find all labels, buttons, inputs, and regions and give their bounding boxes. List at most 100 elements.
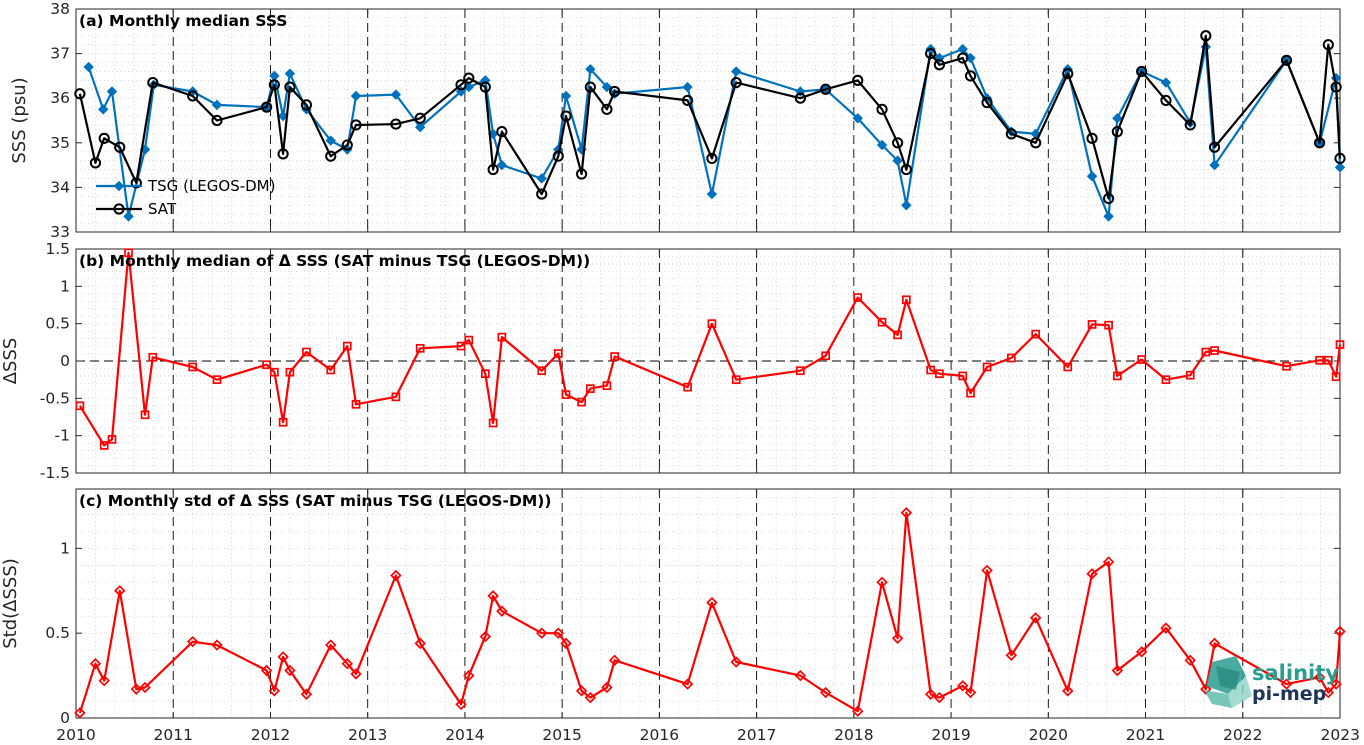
data-point bbox=[900, 507, 913, 519]
data-point bbox=[892, 155, 903, 166]
x-tick-label: 2011 bbox=[154, 726, 193, 744]
data-point bbox=[326, 365, 336, 375]
y-tick-label: 0.5 bbox=[45, 624, 70, 642]
data-point bbox=[480, 369, 490, 379]
data-point bbox=[820, 83, 832, 95]
data-point bbox=[350, 668, 362, 680]
data-point bbox=[576, 168, 588, 180]
data-point bbox=[610, 352, 620, 361]
data-point bbox=[130, 177, 142, 189]
data-point bbox=[74, 707, 86, 719]
data-point bbox=[1334, 162, 1346, 173]
data-point bbox=[325, 150, 337, 162]
data-point bbox=[1086, 132, 1098, 144]
data-point bbox=[876, 576, 888, 588]
data-point bbox=[114, 585, 126, 597]
data-point bbox=[602, 381, 612, 390]
data-point bbox=[601, 681, 613, 694]
data-point bbox=[284, 68, 296, 79]
data-point bbox=[414, 112, 426, 124]
data-point bbox=[130, 683, 142, 695]
logo-mark-facet bbox=[1228, 676, 1252, 708]
data-point bbox=[1137, 355, 1146, 364]
data-point bbox=[706, 596, 718, 609]
data-point bbox=[893, 330, 902, 340]
data-point bbox=[496, 126, 508, 138]
x-tick-label: 2023 bbox=[1321, 726, 1360, 744]
data-point bbox=[262, 360, 271, 370]
data-point bbox=[124, 248, 133, 258]
data-point bbox=[488, 418, 498, 428]
data-point bbox=[876, 139, 888, 151]
data-point bbox=[341, 139, 353, 151]
data-point bbox=[456, 341, 466, 351]
data-point bbox=[496, 159, 508, 171]
data-point bbox=[98, 132, 110, 144]
data-point bbox=[957, 680, 969, 692]
data-point bbox=[1313, 137, 1326, 149]
data-point bbox=[1209, 159, 1220, 171]
legend-label: SAT bbox=[148, 200, 177, 218]
data-point bbox=[1111, 664, 1124, 677]
data-point bbox=[601, 81, 613, 93]
x-tick-label: 2017 bbox=[737, 726, 776, 744]
logo-text-salinity: salinity bbox=[1252, 661, 1339, 685]
data-point bbox=[681, 94, 694, 107]
data-point bbox=[586, 384, 595, 393]
data-point bbox=[123, 211, 134, 222]
data-point bbox=[584, 691, 597, 704]
data-point bbox=[794, 669, 807, 682]
data-point bbox=[260, 664, 273, 677]
series-delta-sss bbox=[74, 507, 1346, 719]
x-tick-label: 2010 bbox=[56, 726, 95, 744]
data-point bbox=[877, 317, 887, 327]
data-point bbox=[463, 669, 475, 682]
data-point bbox=[876, 103, 888, 115]
x-tick-label: 2016 bbox=[640, 726, 679, 744]
data-point bbox=[277, 651, 289, 663]
data-point bbox=[148, 352, 158, 362]
data-point bbox=[584, 81, 596, 93]
data-point bbox=[958, 371, 968, 381]
data-point bbox=[325, 135, 336, 146]
logo-mark-facet bbox=[1216, 666, 1240, 690]
data-point bbox=[1280, 678, 1293, 690]
panel-b-monthly-median-delta-sss: -1.5 -1 -0.5 0 0.5 1 1.5 ΔSSS (b) Monthly median… bbox=[0, 240, 1345, 482]
data-point bbox=[1005, 649, 1018, 661]
data-point bbox=[496, 605, 508, 617]
data-point bbox=[925, 48, 937, 60]
data-point bbox=[933, 59, 946, 71]
data-point bbox=[285, 367, 295, 377]
data-point bbox=[1102, 192, 1115, 205]
panel-title: (c) Monthly std of Δ SSS (SAT minus TSG … bbox=[79, 492, 551, 510]
data-point bbox=[1334, 152, 1346, 165]
data-point bbox=[935, 369, 944, 379]
legend-label: TSG (LEGOS-DM) bbox=[147, 177, 275, 195]
data-point bbox=[1102, 556, 1115, 568]
data-point bbox=[730, 66, 742, 77]
data-point bbox=[341, 658, 353, 670]
data-point bbox=[982, 362, 992, 372]
data-point bbox=[1160, 77, 1172, 88]
x-tick-label: 2014 bbox=[445, 726, 484, 744]
y-tick-label: 1 bbox=[60, 277, 70, 295]
axes-frame bbox=[75, 8, 1341, 233]
panel-title: (b) Monthly median of Δ SSS (SAT minus T… bbox=[79, 252, 590, 270]
data-point bbox=[601, 103, 613, 115]
data-point bbox=[414, 637, 426, 650]
data-point bbox=[1201, 347, 1211, 357]
data-point bbox=[553, 349, 563, 358]
data-point bbox=[350, 119, 362, 131]
data-point bbox=[487, 590, 499, 602]
data-point bbox=[140, 410, 150, 420]
data-point bbox=[455, 698, 467, 711]
data-point bbox=[268, 685, 281, 697]
data-point bbox=[1313, 671, 1326, 683]
data-point bbox=[575, 685, 588, 697]
y-tick-label: 35 bbox=[50, 134, 70, 152]
data-point bbox=[89, 658, 102, 670]
legend-marker bbox=[113, 203, 125, 215]
data-point bbox=[852, 113, 863, 124]
y-tick-label: 38 bbox=[50, 0, 70, 18]
